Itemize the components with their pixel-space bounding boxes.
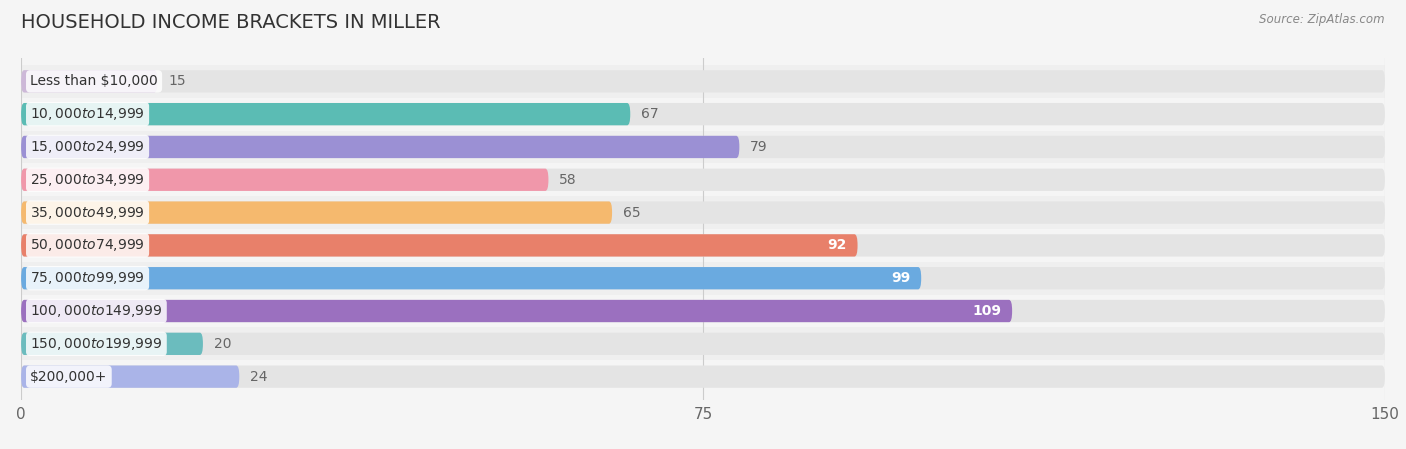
FancyBboxPatch shape <box>21 365 239 388</box>
FancyBboxPatch shape <box>21 365 1385 388</box>
Bar <box>21 131 1385 163</box>
Bar <box>21 229 1385 262</box>
FancyBboxPatch shape <box>21 333 202 355</box>
Text: 15: 15 <box>169 75 186 88</box>
Text: $25,000 to $34,999: $25,000 to $34,999 <box>30 172 145 188</box>
FancyBboxPatch shape <box>21 103 1385 125</box>
Text: 24: 24 <box>250 370 267 383</box>
Text: 58: 58 <box>560 173 576 187</box>
Text: Less than $10,000: Less than $10,000 <box>30 75 157 88</box>
Bar <box>21 327 1385 360</box>
FancyBboxPatch shape <box>21 136 740 158</box>
Text: $100,000 to $149,999: $100,000 to $149,999 <box>30 303 163 319</box>
Text: 67: 67 <box>641 107 659 121</box>
Bar <box>21 163 1385 196</box>
Text: $15,000 to $24,999: $15,000 to $24,999 <box>30 139 145 155</box>
Text: $35,000 to $49,999: $35,000 to $49,999 <box>30 205 145 220</box>
FancyBboxPatch shape <box>21 300 1012 322</box>
Text: Source: ZipAtlas.com: Source: ZipAtlas.com <box>1260 13 1385 26</box>
FancyBboxPatch shape <box>21 169 1385 191</box>
Text: $150,000 to $199,999: $150,000 to $199,999 <box>30 336 163 352</box>
FancyBboxPatch shape <box>21 234 858 256</box>
FancyBboxPatch shape <box>21 234 1385 256</box>
Bar <box>21 360 1385 393</box>
Bar <box>21 295 1385 327</box>
FancyBboxPatch shape <box>21 136 1385 158</box>
Text: 65: 65 <box>623 206 641 220</box>
FancyBboxPatch shape <box>21 70 157 92</box>
FancyBboxPatch shape <box>21 267 921 289</box>
Text: $10,000 to $14,999: $10,000 to $14,999 <box>30 106 145 122</box>
Bar <box>21 196 1385 229</box>
Text: $50,000 to $74,999: $50,000 to $74,999 <box>30 238 145 253</box>
FancyBboxPatch shape <box>21 202 612 224</box>
FancyBboxPatch shape <box>21 103 630 125</box>
FancyBboxPatch shape <box>21 70 1385 92</box>
FancyBboxPatch shape <box>21 202 1385 224</box>
Text: HOUSEHOLD INCOME BRACKETS IN MILLER: HOUSEHOLD INCOME BRACKETS IN MILLER <box>21 13 440 32</box>
FancyBboxPatch shape <box>21 169 548 191</box>
Bar <box>21 262 1385 295</box>
Text: 109: 109 <box>972 304 1001 318</box>
FancyBboxPatch shape <box>21 300 1385 322</box>
Text: 20: 20 <box>214 337 232 351</box>
Text: 99: 99 <box>891 271 910 285</box>
Text: 79: 79 <box>751 140 768 154</box>
Bar <box>21 65 1385 98</box>
Text: $200,000+: $200,000+ <box>30 370 107 383</box>
Text: 92: 92 <box>827 238 846 252</box>
Bar <box>21 98 1385 131</box>
FancyBboxPatch shape <box>21 333 1385 355</box>
FancyBboxPatch shape <box>21 267 1385 289</box>
Text: $75,000 to $99,999: $75,000 to $99,999 <box>30 270 145 286</box>
